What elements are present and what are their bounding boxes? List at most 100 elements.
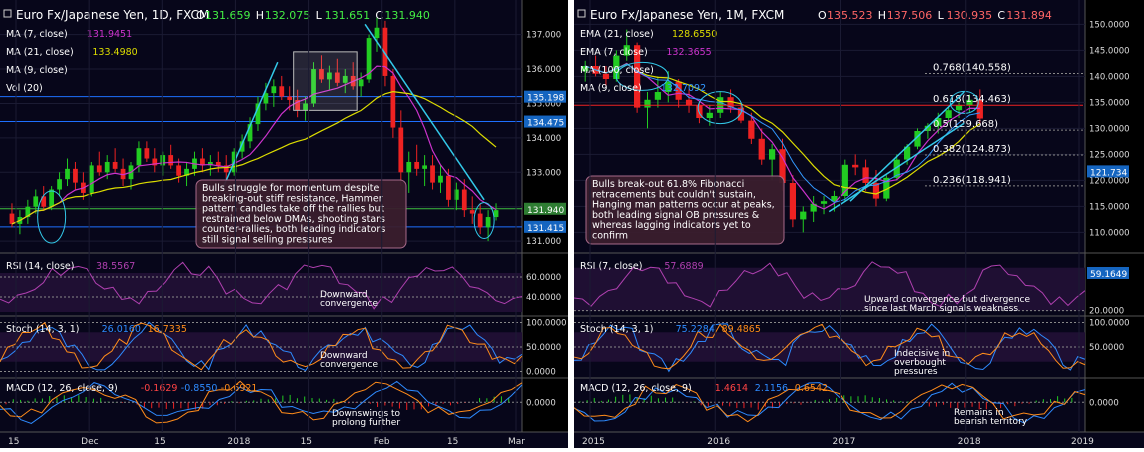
panel1-price-badge: 131.940 bbox=[527, 206, 564, 216]
panel1-price-badge: 131.415 bbox=[527, 224, 564, 234]
panel2-trend-arrow bbox=[828, 122, 965, 213]
panel1-candle-body bbox=[390, 75, 396, 128]
panel1-stoch-label: Stoch (14, 3, 1) bbox=[6, 324, 80, 335]
panel2-ma-mid-line bbox=[585, 63, 980, 204]
panel1-candle-body bbox=[438, 175, 443, 183]
panel2-macd-value-b: 2.1156 bbox=[755, 383, 788, 394]
panel2-candle-body bbox=[862, 167, 869, 183]
panel1-rsi-tick-label: 60.0000 bbox=[526, 273, 561, 283]
panel2-highlight-circle bbox=[697, 91, 743, 125]
panel2-stoch-d-line bbox=[573, 323, 1086, 370]
panel2-candle-body bbox=[976, 99, 983, 119]
panel1-candle-body bbox=[73, 168, 78, 183]
panel1-analysis-note-line: Bulls struggle for momentum despite bbox=[202, 183, 379, 194]
panel2-candle-body bbox=[789, 183, 796, 220]
panel2-rsi-badge: 59.1649 bbox=[1090, 270, 1127, 280]
panel1-macd-value-a: -0.1629 bbox=[141, 383, 178, 394]
panel2-price-tick-label: 130.0000 bbox=[1089, 124, 1130, 134]
panel1-time-tick-label: Dec bbox=[81, 437, 98, 447]
panel1-analysis-note-line: breaking-out stiff resistance, Hammer bbox=[202, 193, 383, 204]
panel2-candle-body bbox=[758, 138, 765, 160]
panel1-time-tick-label: Feb bbox=[374, 437, 390, 447]
panel1-highlight-circle bbox=[473, 201, 495, 239]
panel2-candle-body bbox=[841, 164, 848, 196]
panel2-ma-fast-line bbox=[584, 62, 980, 210]
panel1-candle-body bbox=[88, 165, 94, 193]
panel1-time-tick-label: 2018 bbox=[227, 437, 250, 447]
panel1-candle-body bbox=[271, 86, 277, 94]
panel2-price-tick-label: 145.0000 bbox=[1089, 46, 1130, 56]
panel2-time-tick-label: 2018 bbox=[958, 437, 981, 447]
panel1-price-tick-label: 133.000 bbox=[526, 168, 561, 178]
panel1-rsi-note: Downward bbox=[320, 290, 368, 300]
panel1-candle-body bbox=[453, 189, 459, 200]
panel2-rsi-tick-label: 20.0000 bbox=[1089, 307, 1124, 317]
panel1-candle-body bbox=[430, 165, 435, 183]
panel1-candle-body bbox=[461, 189, 467, 211]
panel2-ma-slow-line bbox=[584, 63, 981, 195]
panel2-collapse-icon bbox=[577, 9, 586, 18]
panel1-candle-body bbox=[200, 158, 205, 166]
panel1-ohlc-key: H bbox=[256, 9, 264, 22]
panel1-stoch-d-line bbox=[0, 321, 523, 371]
panel1-candle-body bbox=[422, 165, 427, 169]
panel1-candle-body bbox=[303, 103, 308, 111]
panel1-candle-body bbox=[184, 168, 189, 176]
panel1-stoch-tick-label: 0.0000 bbox=[526, 368, 556, 378]
panel2-price-tick-label: 150.0000 bbox=[1089, 20, 1130, 30]
panel2-analysis-note-line: Bulls break-out 61.8% Fibonacci bbox=[592, 179, 744, 190]
panel1-candle-body bbox=[406, 161, 412, 173]
panel2-macd-signal-line bbox=[573, 383, 1086, 423]
panel1-trend-arrow bbox=[221, 61, 279, 190]
panel2-stoch-note: pressures bbox=[894, 367, 938, 377]
panel1-macd-signal-line bbox=[0, 380, 523, 424]
panel2-macd-line bbox=[573, 382, 1086, 424]
panel2-price-axis-bg bbox=[1085, 0, 1144, 432]
panel2-candle-body bbox=[665, 81, 672, 92]
panel1-candle-body bbox=[334, 72, 340, 83]
panel1-legend-label: Vol (20) bbox=[6, 83, 43, 94]
panel1-candle-body bbox=[358, 79, 364, 87]
panel1-price-badge-bg bbox=[524, 90, 566, 103]
panel2-legend-label: EMA (7, close) bbox=[580, 47, 648, 58]
panel2-trend-arrow bbox=[849, 91, 965, 202]
panel2-stoch-d-value: 89.4865 bbox=[722, 324, 761, 335]
panel2-candle-body bbox=[852, 164, 859, 168]
panel1-candle-body bbox=[112, 161, 118, 169]
panel2-analysis-note-box bbox=[585, 175, 785, 245]
panel1-rsi-label: RSI (14, close) bbox=[6, 261, 74, 272]
panel2-analysis-note-line: Hanging man patterns occur at peaks, bbox=[592, 200, 775, 211]
panel1-price-badge: 134.475 bbox=[527, 119, 564, 129]
panel2-macd-label: MACD (12, 26, close, 9) bbox=[580, 383, 692, 394]
panel1-candle-body bbox=[152, 158, 158, 166]
panel1-stoch-note: convergence bbox=[320, 360, 378, 370]
panel2-ohlc-key: C bbox=[997, 9, 1005, 22]
panel2-candle-body bbox=[634, 45, 641, 108]
panel2-legend-value: 132.3655 bbox=[666, 47, 711, 58]
panel1-candle-body bbox=[255, 103, 261, 125]
panel2-highlight-circle bbox=[615, 61, 669, 91]
panel2-legend-value: 132.7092 bbox=[661, 83, 706, 94]
panel1-analysis-note-box bbox=[195, 179, 407, 249]
panel1-chart-title: Euro Fx/Japanese Yen, 1D, FXCM bbox=[16, 8, 209, 22]
panel2-fib-level-label: 0.236(118.941) bbox=[933, 175, 1011, 186]
panel1-candle-body bbox=[223, 165, 229, 173]
panel2-price-tick-label: 125.0000 bbox=[1089, 150, 1130, 160]
panel2-candle-body bbox=[737, 107, 745, 121]
panel1-macd-label: MACD (12, 26, close, 9) bbox=[6, 383, 118, 394]
panel2-fib-level-label: 0.768(140.558) bbox=[933, 62, 1011, 73]
panel2-candle-body bbox=[613, 55, 620, 79]
panel2-stoch-tick-label: 50.0000 bbox=[1089, 343, 1124, 353]
panel1-legend-label: MA (9, close) bbox=[6, 65, 68, 76]
panel1-candle-body bbox=[414, 161, 420, 169]
panel1-candle-body bbox=[311, 69, 316, 104]
panel1-candle-body bbox=[136, 148, 142, 166]
panel2-candle-body bbox=[872, 183, 880, 199]
panel2-candle-body bbox=[966, 99, 973, 105]
panel1-time-tick-label: 15 bbox=[154, 437, 165, 447]
panel1-analysis-note-line: pattern candles take off the rallies but bbox=[202, 204, 385, 215]
panel1-legend-label: MA (7, close) bbox=[6, 29, 68, 40]
panel1-price-tick-label: 131.000 bbox=[526, 237, 561, 247]
panel2-candle-body bbox=[685, 99, 693, 105]
